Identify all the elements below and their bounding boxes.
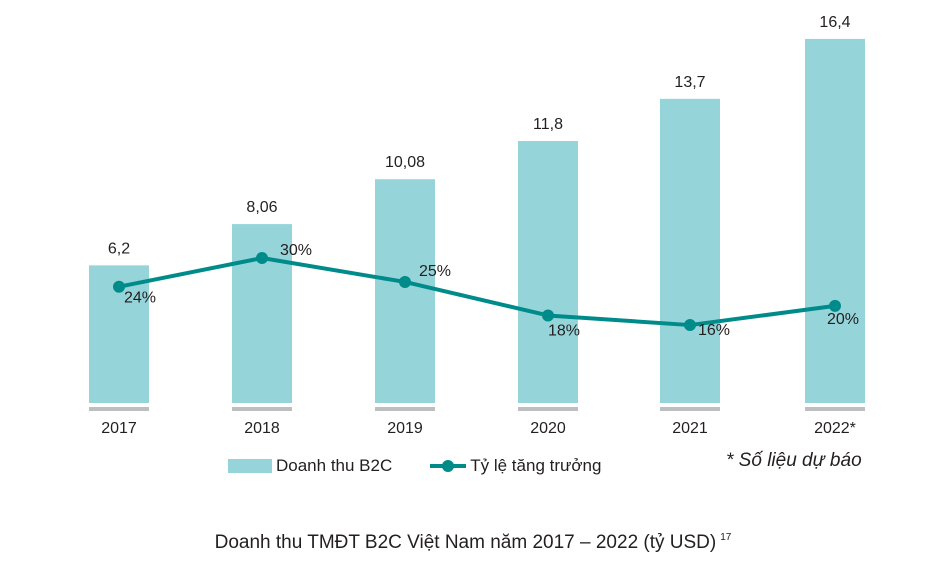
- x-tick-label: 2018: [244, 420, 280, 437]
- bar-value-label: 11,8: [533, 116, 563, 133]
- axis-segment: [232, 407, 292, 411]
- growth-value-label: 16%: [698, 322, 730, 339]
- bar-2022*: [805, 38, 865, 404]
- axis-segment: [375, 407, 435, 411]
- bar-value-label: 13,7: [674, 74, 705, 91]
- axis-segment: [518, 407, 578, 411]
- growth-point: [542, 309, 554, 322]
- growth-value-label: 25%: [419, 263, 451, 280]
- x-tick-label: 2021: [672, 420, 708, 437]
- chart-caption: Doanh thu TMĐT B2C Việt Nam năm 2017 – 2…: [0, 532, 946, 554]
- legend-swatch-line: [430, 460, 467, 472]
- forecast-note: * Số liệu dự báo: [726, 450, 862, 471]
- legend-label-growth: Tỷ lệ tăng trưởng: [470, 456, 602, 475]
- growth-line: [118, 256, 836, 328]
- bar-value-label: 6,2: [108, 240, 130, 257]
- x-tick-label: 2019: [387, 420, 423, 437]
- x-tick-label: 2017: [101, 420, 137, 437]
- growth-point: [256, 252, 268, 264]
- growth-value-label: 18%: [548, 322, 580, 339]
- growth-point: [113, 280, 125, 293]
- bar-value-label: 8,06: [246, 199, 277, 216]
- growth-value-label: 24%: [124, 290, 156, 307]
- growth-point: [684, 319, 696, 332]
- bar-2019: [375, 179, 435, 403]
- legend: Doanh thu B2C Tỷ lệ tăng trưởng: [228, 456, 601, 476]
- bar-2021: [660, 98, 720, 404]
- bar-value-label: 16,4: [819, 14, 850, 31]
- bar-2020: [518, 141, 578, 404]
- caption-footnote-ref: 17: [720, 532, 732, 543]
- axis-segment: [660, 407, 720, 411]
- growth-point: [399, 275, 411, 288]
- legend-swatch-bar: [228, 459, 272, 473]
- caption-text: Doanh thu TMĐT B2C Việt Nam năm 2017 – 2…: [214, 532, 717, 553]
- growth-value-label: 20%: [827, 311, 859, 328]
- chart: 6,2 2017 8,06 2018 10,08 2019 11,8 2020 13,7 2021…: [89, 14, 865, 437]
- x-tick-label: 2022*: [814, 420, 856, 437]
- axis-segment: [805, 407, 865, 411]
- axis-segment: [89, 407, 149, 411]
- x-tick-label: 2020: [530, 420, 566, 437]
- bar-value-label: 10,08: [385, 154, 425, 171]
- growth-value-label: 30%: [280, 242, 312, 259]
- growth-point: [829, 299, 841, 312]
- legend-label-revenue: Doanh thu B2C: [276, 456, 393, 475]
